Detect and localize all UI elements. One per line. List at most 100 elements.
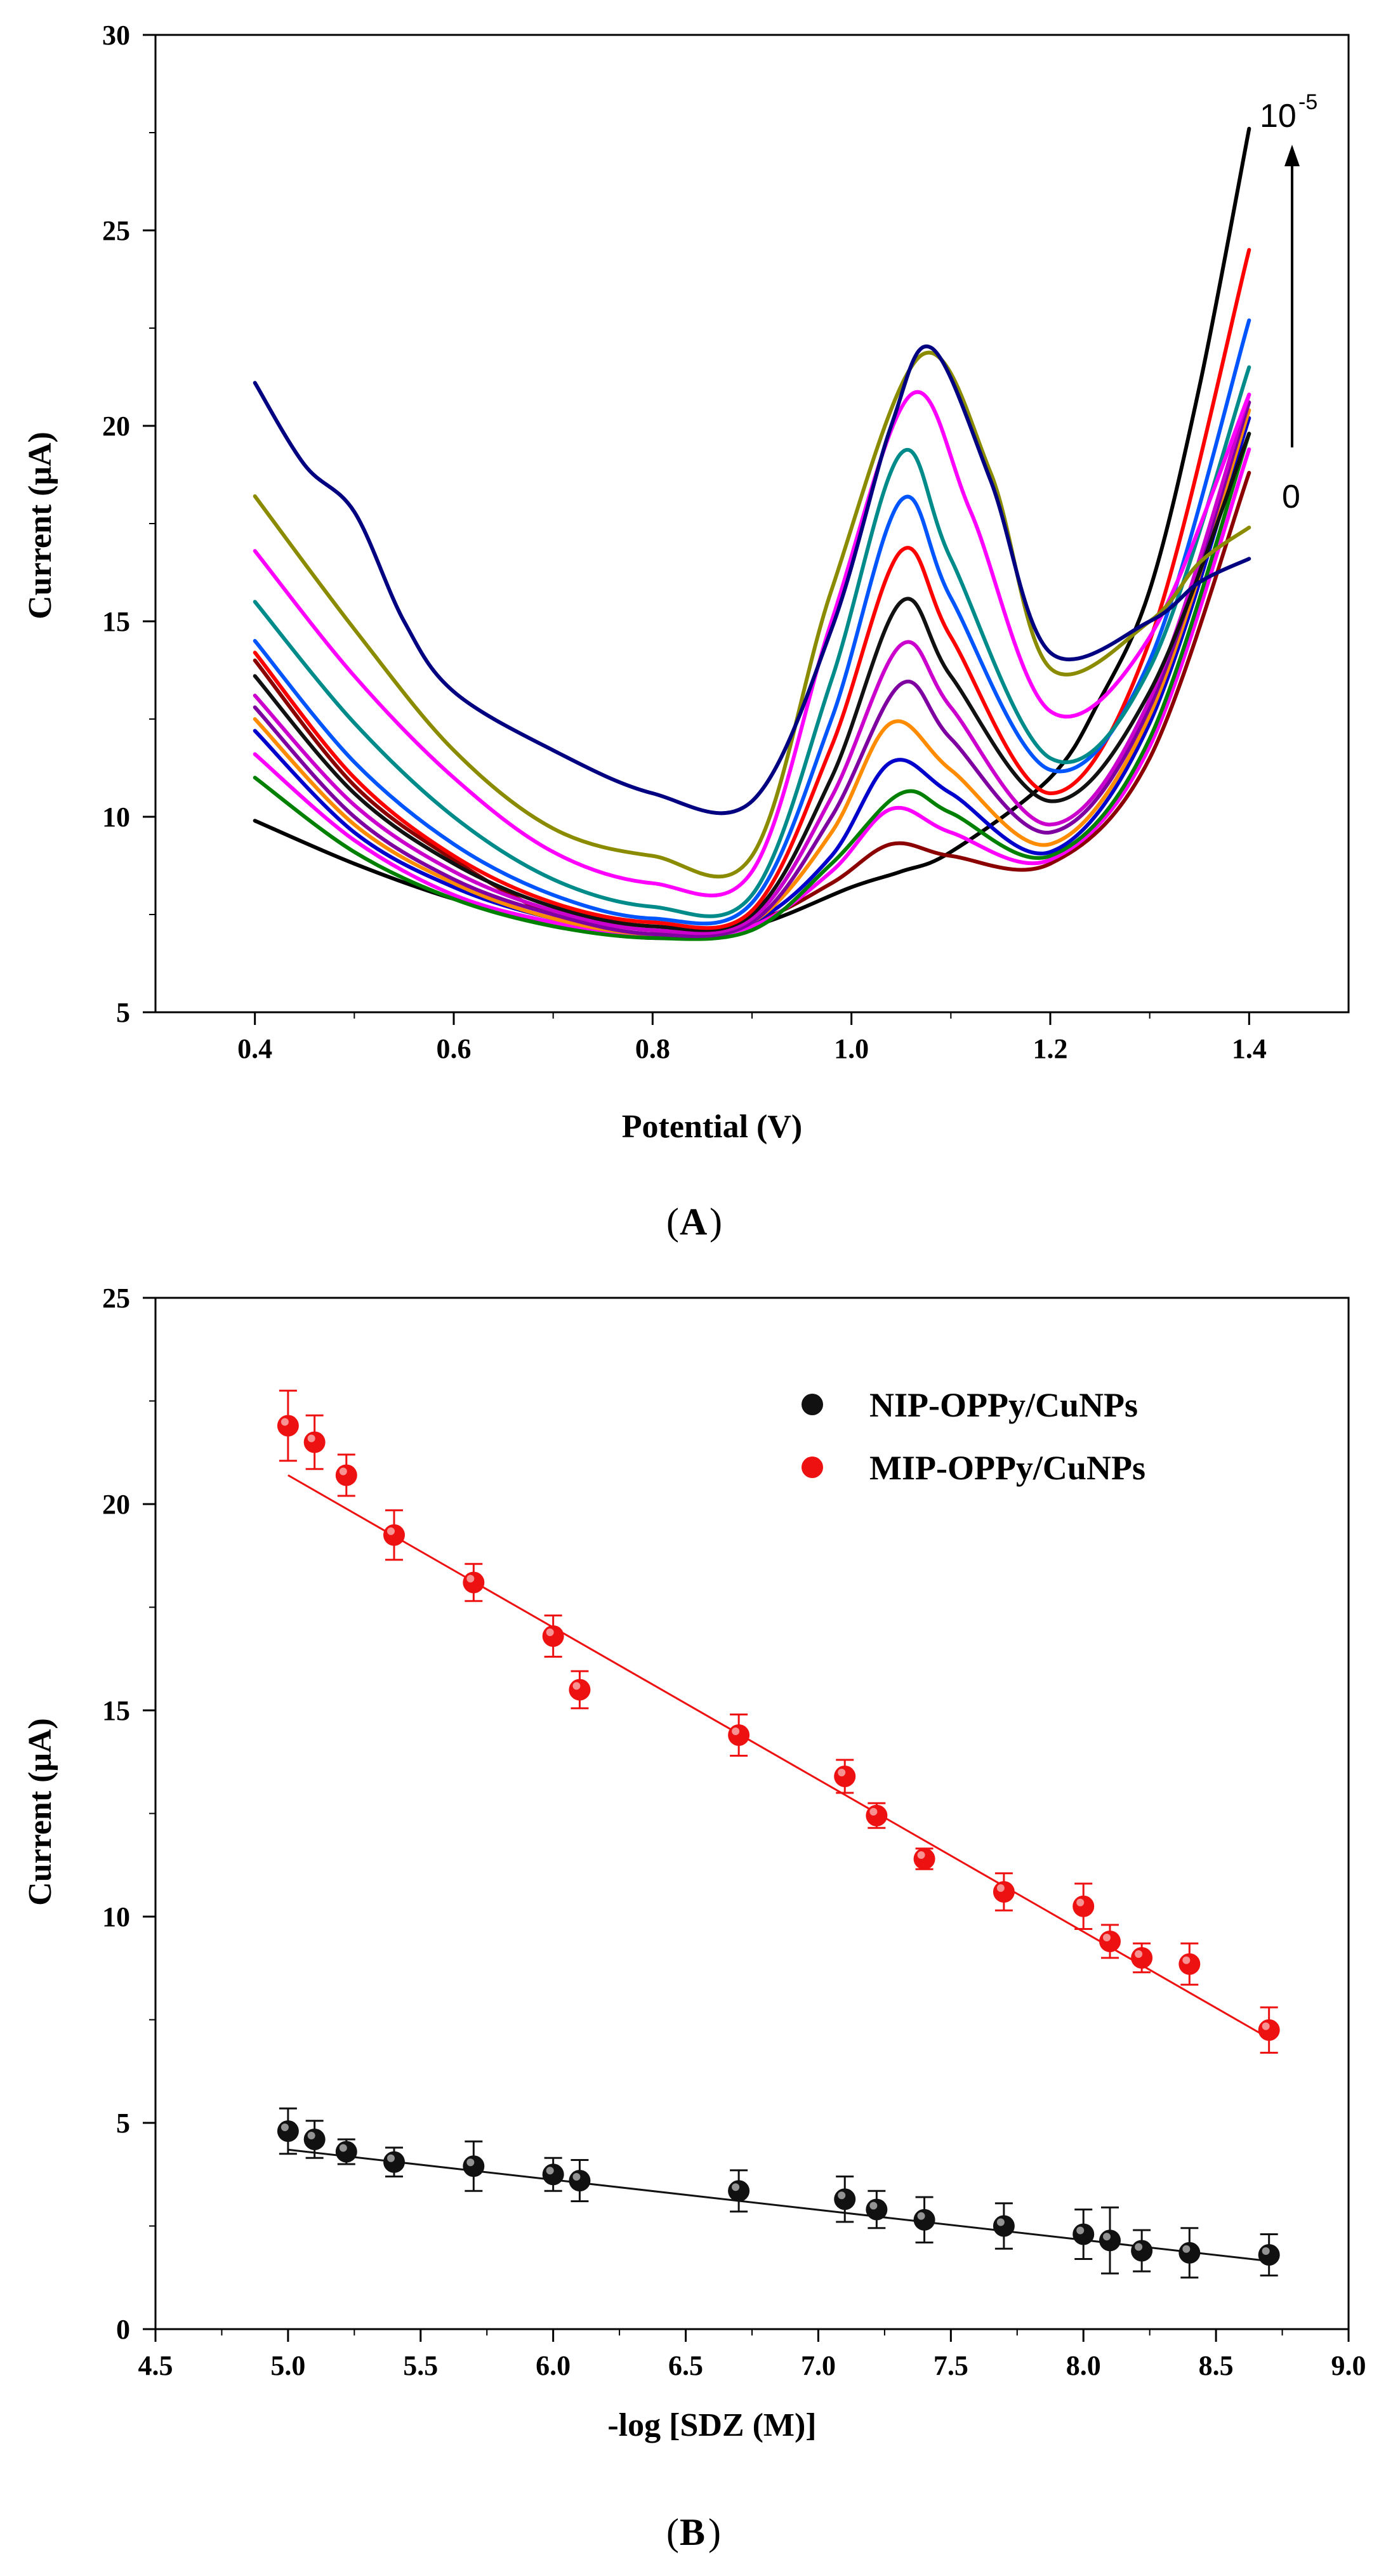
- data-point-highlight-mip: [1182, 1956, 1191, 1964]
- data-point-highlight-mip: [546, 1628, 554, 1636]
- panel-a-series: [253, 126, 1251, 941]
- data-point-nip: [335, 2141, 357, 2163]
- panel-a-caption-letter: A: [680, 1201, 707, 1243]
- data-point-highlight-nip: [572, 2173, 581, 2181]
- data-point-highlight-nip: [280, 2124, 289, 2131]
- panel-a-ticks: 0.4 0.6 0.8 1.0 1.2 1.4 5 10 15 20 25 30: [102, 20, 1267, 1064]
- data-point-mip: [1099, 1931, 1121, 1952]
- panel-b-caption: ( B ): [666, 2511, 721, 2553]
- panel-b-y-axis-title: Current (μA): [22, 1718, 58, 1906]
- panel-a-x-tick-label: 1.0: [834, 1033, 869, 1064]
- data-point-nip: [1072, 2223, 1095, 2245]
- panel-b-y-tick-label: 15: [102, 1695, 130, 1726]
- panel-b-x-tick-label: 6.5: [668, 2350, 703, 2381]
- panel-a-caption: ( A ): [666, 1201, 722, 1243]
- legend-marker-mip: [802, 1456, 823, 1478]
- voltammogram-curve-c6: [253, 400, 1251, 939]
- panel-b-ticks: 4.5 5.0 5.5 6.0 6.5 7.0 7.5 8.0 8.5 9.0 0 5 10 15 20 25: [102, 1283, 1366, 2381]
- data-point-highlight-nip: [1182, 2245, 1191, 2253]
- panel-b-y-tick-label: 5: [116, 2108, 130, 2139]
- legend-marker-nip: [802, 1394, 823, 1415]
- panel-b-x-tick-label: 6.0: [536, 2350, 571, 2381]
- data-point-nip: [542, 2163, 564, 2186]
- panel-b-y-tick-label: 0: [116, 2314, 130, 2345]
- data-point-mip: [569, 1679, 591, 1701]
- fit-line-mip: [287, 1474, 1270, 2040]
- panel-b-caption-close: ): [708, 2511, 721, 2553]
- panel-a-x-tick-label: 0.4: [237, 1033, 272, 1064]
- data-point-nip: [1258, 2244, 1280, 2266]
- annotation-bottom: 0: [1282, 479, 1300, 515]
- data-point-mip: [277, 1415, 299, 1437]
- panel-a-y-axis-title: Current (μA): [22, 432, 58, 619]
- panel-b-x-tick-label: 4.5: [138, 2350, 173, 2381]
- panel-b-x-tick-label: 8.5: [1199, 2350, 1234, 2381]
- data-point-highlight-mip: [1103, 1934, 1111, 1941]
- panel-a-x-tick-label: 1.4: [1232, 1033, 1267, 1064]
- data-point-nip: [913, 2209, 935, 2231]
- data-point-nip: [1178, 2242, 1201, 2264]
- data-point-highlight-nip: [387, 2154, 395, 2162]
- data-point-highlight-mip: [917, 1851, 925, 1859]
- fit-line-nip: [287, 2148, 1269, 2262]
- data-point-nip: [277, 2120, 299, 2142]
- panel-a-y-tick-label: 20: [102, 411, 130, 442]
- data-point-highlight-mip: [387, 1527, 395, 1535]
- data-point-mip: [913, 1848, 935, 1870]
- annotation-top-base: 10: [1260, 98, 1297, 135]
- data-point-nip: [1131, 2240, 1153, 2262]
- panel-b-x-tick-label: 5.5: [403, 2350, 438, 2381]
- data-point-highlight-nip: [732, 2183, 740, 2191]
- panel-a-x-tick-label: 0.6: [437, 1033, 472, 1064]
- voltammogram-curve-c4: [253, 416, 1251, 937]
- panel-b-caption-letter: B: [680, 2511, 705, 2553]
- data-point-highlight-mip: [1262, 2022, 1270, 2030]
- data-point-highlight-mip: [838, 1769, 846, 1776]
- panel-a-y-tick-label: 5: [116, 997, 130, 1028]
- data-point-mip: [335, 1464, 357, 1486]
- data-point-nip: [866, 2198, 888, 2221]
- voltammogram-curve-c9: [253, 248, 1251, 930]
- data-point-highlight-mip: [1076, 1898, 1085, 1906]
- voltammogram-curve-c1: [253, 470, 1251, 937]
- voltammogram-curve-c8: [253, 432, 1251, 932]
- panel-a-x-tick-label: 1.2: [1033, 1033, 1068, 1064]
- data-point-mip: [463, 1571, 485, 1594]
- data-point-highlight-mip: [996, 1884, 1005, 1892]
- panel-a-y-tick-label: 25: [102, 215, 130, 246]
- data-point-highlight-nip: [1076, 2226, 1085, 2235]
- data-point-highlight-mip: [1135, 1950, 1143, 1958]
- data-point-highlight-nip: [546, 2167, 554, 2175]
- data-point-mip: [1258, 2019, 1280, 2041]
- data-point-highlight-mip: [732, 1727, 740, 1735]
- data-point-highlight-mip: [307, 1434, 315, 1443]
- panel-b-frame: [154, 1297, 1350, 2330]
- data-point-nip: [834, 2188, 856, 2210]
- voltammogram-curve-c3: [253, 432, 1251, 941]
- panel-b-x-tick-label: 7.5: [934, 2350, 968, 2381]
- data-point-nip: [383, 2151, 405, 2173]
- data-point-mip: [993, 1881, 1015, 1903]
- data-point-mip: [1072, 1895, 1095, 1917]
- data-point-highlight-nip: [1135, 2243, 1143, 2251]
- voltammogram-curve-c2: [253, 447, 1251, 941]
- data-point-mip: [866, 1804, 888, 1826]
- panel-b-x-tick-label: 9.0: [1331, 2350, 1366, 2381]
- panel-b-y-tick-label: 25: [102, 1283, 130, 1314]
- voltammogram-curve-c7: [253, 392, 1251, 935]
- concentration-arrow-head: [1284, 145, 1300, 166]
- panel-a-caption-close: ): [710, 1201, 722, 1243]
- data-point-highlight-nip: [869, 2202, 878, 2210]
- panel-b-x-tick-label: 5.0: [270, 2350, 305, 2381]
- voltammogram-curve-c11: [253, 365, 1251, 918]
- panel-a-y-tick-label: 15: [102, 606, 130, 637]
- data-point-nip: [993, 2215, 1015, 2237]
- data-point-highlight-nip: [838, 2191, 846, 2200]
- panel-b-x-tick-label: 7.0: [801, 2350, 836, 2381]
- panel-b-x-axis-title: -log [SDZ (M)]: [607, 2407, 816, 2443]
- voltammogram-curve-c14: [253, 344, 1251, 816]
- data-point-nip: [303, 2129, 326, 2150]
- panel-a-y-tick-label: 30: [102, 20, 130, 51]
- data-point-mip: [1178, 1953, 1201, 1975]
